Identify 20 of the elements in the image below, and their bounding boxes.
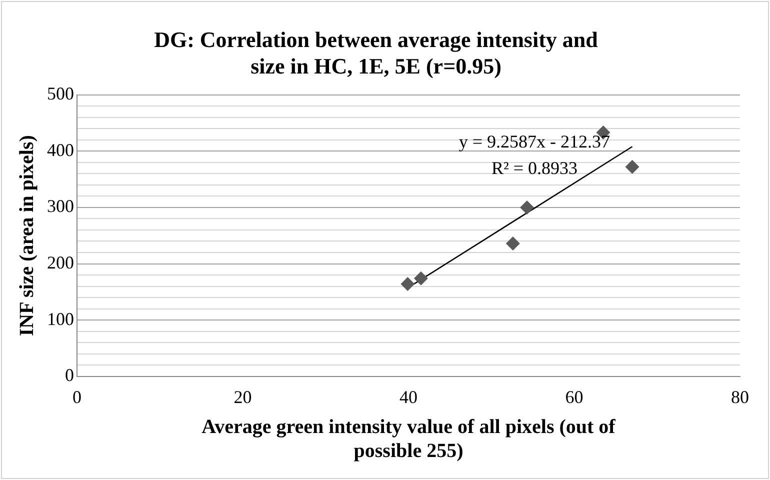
y-tick-label: 100 (47, 308, 74, 329)
x-axis-title: Average green intensity value of all pixels (out of possible 255) (202, 416, 616, 462)
y-tick-label: 500 (47, 84, 74, 104)
y-tick-label: 0 (65, 365, 74, 386)
x-tick-label: 20 (234, 386, 252, 407)
point (520, 200, 534, 214)
y-tick-label: 200 (47, 252, 74, 272)
annotation: R² = 0.8933 (491, 158, 578, 178)
point (400, 277, 415, 292)
x-tick-label: 80 (731, 386, 749, 407)
y-tick-label: 400 (47, 140, 74, 160)
y-tick-label: 300 (47, 196, 74, 216)
point (414, 271, 428, 286)
annotation: y = 9.2587x - 212.37 (458, 131, 610, 152)
x-tick-label: 60 (565, 386, 584, 407)
y-axis-title: INF size (area in pixels) (16, 135, 38, 336)
chart-title: DG: Correlation between average intensity and size in HC, 1E, 5E (r=0.95) (154, 26, 598, 78)
x-tick-label: 40 (400, 386, 418, 407)
point (625, 160, 640, 174)
point (506, 236, 520, 250)
